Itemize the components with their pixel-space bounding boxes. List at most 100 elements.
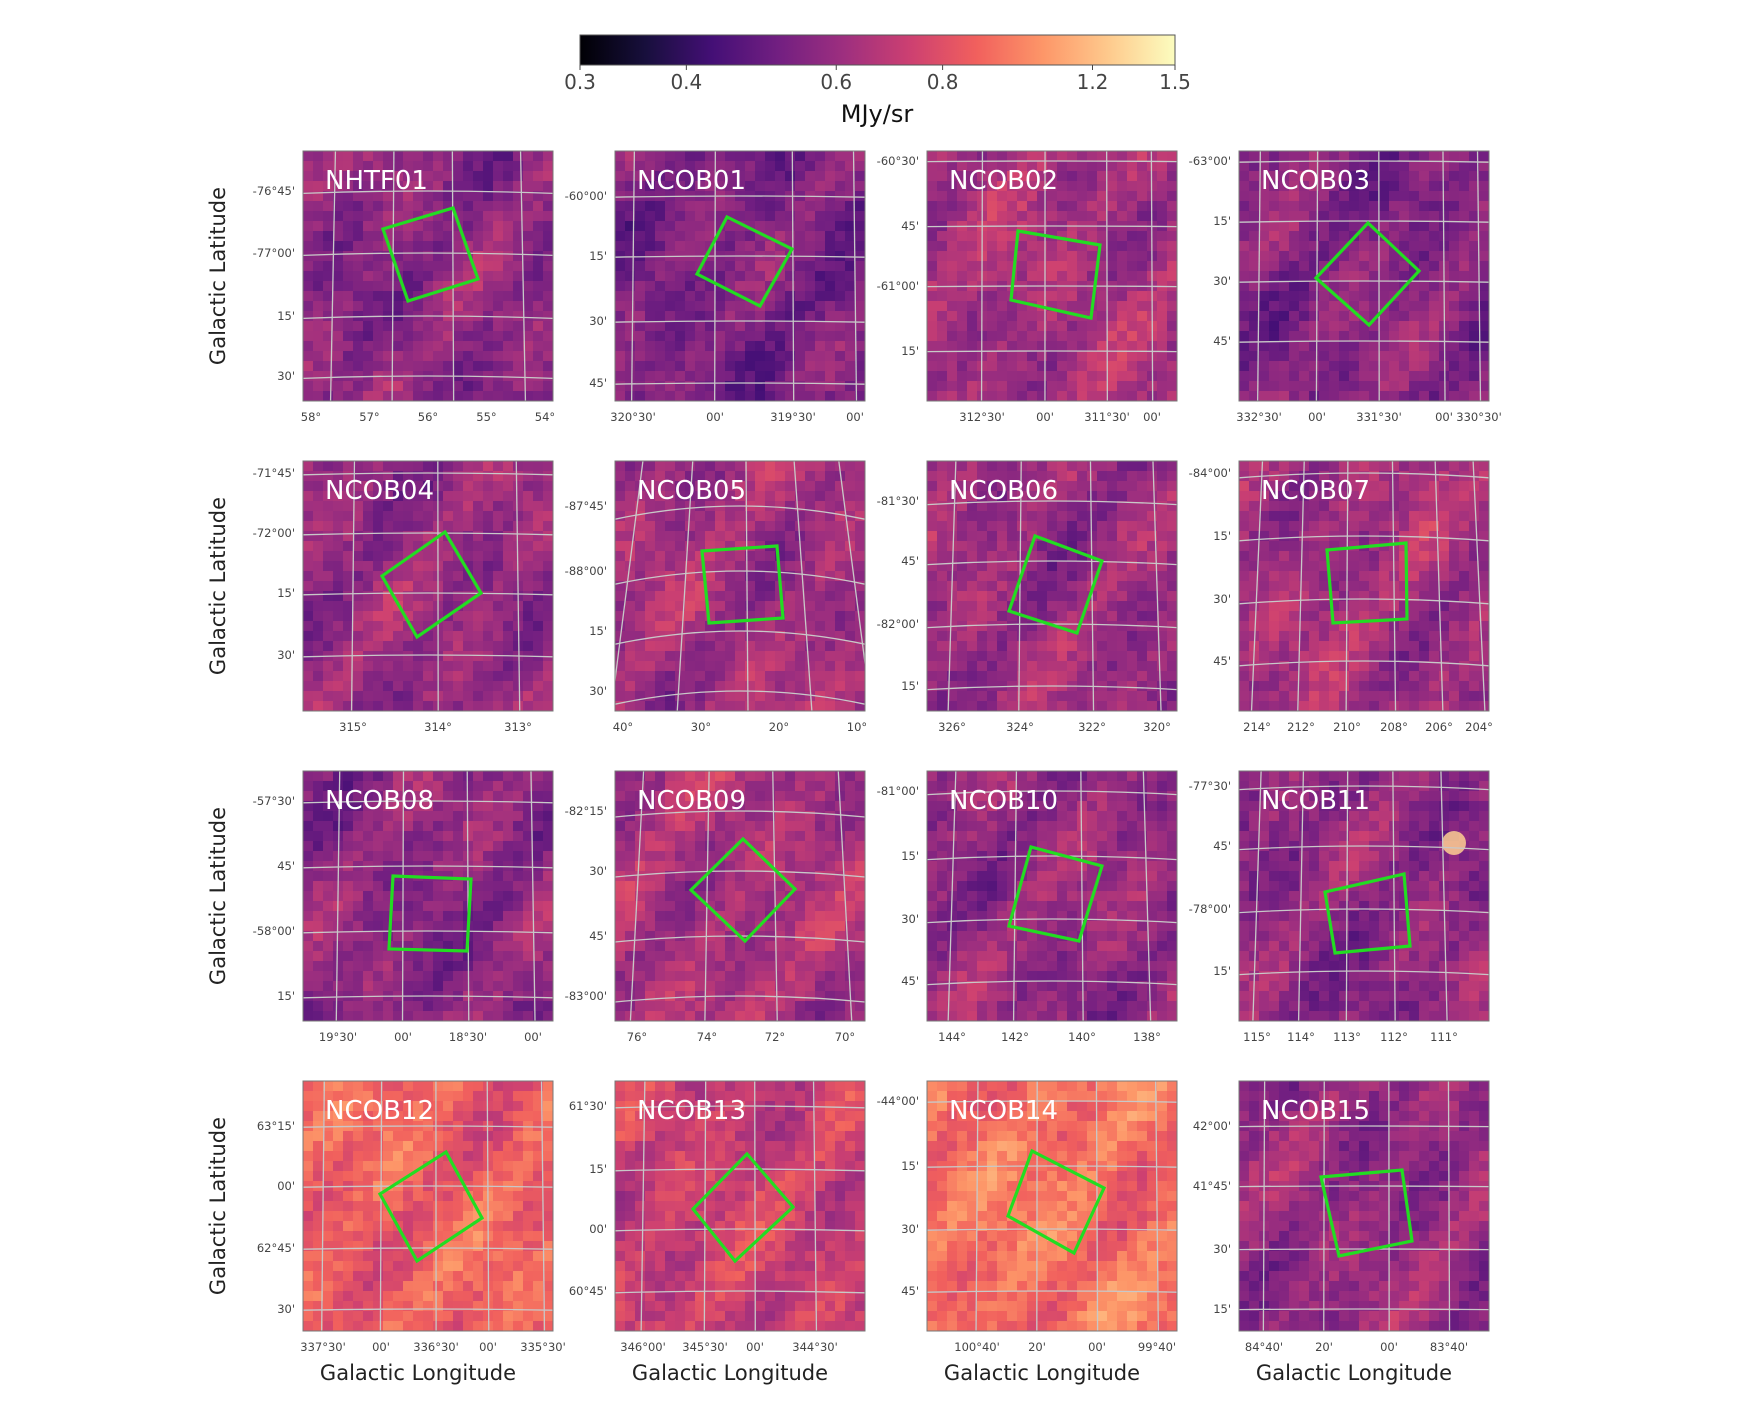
x-tick-label: 140° <box>1068 1030 1096 1044</box>
x-tick-label: 19°30' <box>319 1030 357 1044</box>
y-tick-label: 30' <box>277 369 295 383</box>
x-tick-label: 20° <box>769 720 789 734</box>
x-tick-label: 138° <box>1133 1030 1161 1044</box>
sky-map-image <box>615 771 865 1021</box>
colorbar-tick-label: 1.2 <box>1077 70 1109 94</box>
y-tick-label: -81°00' <box>877 784 919 798</box>
y-tick-label: -61°00' <box>877 279 919 293</box>
y-tick-label: 15' <box>1213 214 1231 228</box>
footprint-box <box>1313 220 1422 328</box>
x-tick-label: 76° <box>627 1030 647 1044</box>
x-tick-label: 57° <box>359 410 379 424</box>
x-tick-label: 58° <box>301 410 321 424</box>
y-tick-label: -60°00' <box>565 189 607 203</box>
x-tick-label: 18°30' <box>449 1030 487 1044</box>
x-tick-label: 337°30' <box>300 1340 346 1354</box>
x-tick-label: 111° <box>1430 1030 1458 1044</box>
y-tick-label: 45' <box>901 974 919 988</box>
panel-label: NCOB11 <box>1261 786 1370 816</box>
panel-label: NCOB06 <box>949 476 1058 506</box>
y-axis-label: Galactic Latitude <box>206 807 230 985</box>
y-tick-label: 15' <box>901 1159 919 1173</box>
panel-frame <box>302 770 554 1022</box>
footprint-box <box>1323 872 1412 955</box>
y-tick-label: 30' <box>901 1222 919 1236</box>
colorbar-unit-label: MJy/sr <box>841 100 914 128</box>
y-tick-label: 30' <box>589 684 607 698</box>
y-tick-label: 30' <box>901 912 919 926</box>
y-tick-label: 30' <box>1213 1242 1231 1256</box>
coordinate-grid <box>1239 1081 1489 1331</box>
y-tick-label: 45' <box>1213 334 1231 348</box>
x-tick-label: 99°40' <box>1138 1340 1176 1354</box>
colorbar: 0.3 0.4 0.6 0.8 1.2 1.5 MJy/sr <box>564 34 1191 128</box>
y-tick-label: 15' <box>901 344 919 358</box>
x-tick-label: 322° <box>1078 720 1106 734</box>
y-tick-label: -76°45' <box>253 184 295 198</box>
panel-label: NCOB14 <box>949 1096 1058 1126</box>
y-tick-label: 30' <box>1213 274 1231 288</box>
panel-label: NCOB05 <box>637 476 746 506</box>
panel-frame <box>1238 1080 1490 1332</box>
y-tick-label: -63°00' <box>1189 154 1231 168</box>
colorbar-tick-label: 0.4 <box>670 70 702 94</box>
x-tick-label: 112° <box>1380 1030 1408 1044</box>
panel-label: NCOB08 <box>325 786 434 816</box>
panel-frame <box>926 770 1178 1022</box>
panel-ncob13: NCOB13 61°30' 15' 00' 60°45' 346°00' 345°30' 00… <box>569 1080 866 1354</box>
footprint-box <box>688 836 798 944</box>
x-tick-label: 330°30' <box>1456 410 1502 424</box>
x-tick-label: 10° <box>847 720 867 734</box>
x-axis-label: Galactic Longitude <box>944 1361 1140 1385</box>
panel-label: NCOB02 <box>949 166 1058 196</box>
y-tick-label: 15' <box>277 586 295 600</box>
x-tick-label: 20' <box>1315 1340 1333 1354</box>
x-tick-label: 210° <box>1333 720 1361 734</box>
y-tick-label: 00' <box>277 1179 295 1193</box>
y-tick-label: 45' <box>901 554 919 568</box>
footprint-box <box>1325 541 1409 625</box>
y-tick-label: 30' <box>1213 592 1231 606</box>
panel-frame <box>926 1080 1178 1332</box>
y-tick-label: 15' <box>589 249 607 263</box>
x-tick-label: 100°40' <box>954 1340 1000 1354</box>
coordinate-grid <box>927 1081 1177 1331</box>
x-tick-label: 142° <box>1001 1030 1029 1044</box>
x-tick-label: 214° <box>1243 720 1271 734</box>
panel-ncob12: NCOB12 63°15' 00' 62°45' 30' 337°30' 00' 336°30… <box>257 1080 566 1354</box>
y-tick-label: -72°00' <box>253 526 295 540</box>
footprint-box <box>377 1149 485 1264</box>
x-tick-label: 72° <box>765 1030 785 1044</box>
colorbar-tick-label: 0.8 <box>927 70 959 94</box>
y-tick-label: -71°45' <box>253 466 295 480</box>
panel-nhtf01: NHTF01 -76°45' -77°00' 15' 30' 58° 57° 56° 55° 54… <box>253 150 555 424</box>
y-axis-label: Galactic Latitude <box>206 1117 230 1295</box>
x-tick-label: 208° <box>1380 720 1408 734</box>
footprint-box <box>1009 229 1102 320</box>
y-tick-label: -82°15' <box>565 804 607 818</box>
x-tick-label: 00' <box>1380 1340 1398 1354</box>
panel-ncob06: NCOB06 -81°30' 45' -82°00' 15' 326° 324° 322° 32… <box>877 460 1178 734</box>
x-tick-label: 320°30' <box>610 410 656 424</box>
x-tick-label: 55° <box>476 410 496 424</box>
row-axis-labels: Galactic Latitude Galactic Latitude Galact… <box>206 187 230 1295</box>
panel-label: NCOB13 <box>637 1096 746 1126</box>
y-tick-label: 42°00' <box>1193 1119 1231 1133</box>
y-tick-label: -88°00' <box>565 564 607 578</box>
y-axis-label: Galactic Latitude <box>206 187 230 365</box>
y-tick-label: 30' <box>277 1302 295 1316</box>
panel-frame <box>926 150 1178 402</box>
y-tick-label: -57°30' <box>253 794 295 808</box>
panel-ncob08: NCOB08 -57°30' 45' -58°00' 15' 19°30' 00' 18°30… <box>253 770 554 1044</box>
x-tick-label: 00' <box>479 1340 497 1354</box>
y-tick-label: -60°30' <box>877 154 919 168</box>
y-tick-label: 45' <box>1213 654 1231 668</box>
x-tick-label: 206° <box>1425 720 1453 734</box>
y-tick-label: 30' <box>589 864 607 878</box>
x-tick-label: 313° <box>504 720 532 734</box>
x-tick-label: 00' <box>1036 410 1054 424</box>
y-tick-label: 45' <box>901 219 919 233</box>
x-tick-label: 320° <box>1143 720 1171 734</box>
x-tick-label: 00' <box>1308 410 1326 424</box>
